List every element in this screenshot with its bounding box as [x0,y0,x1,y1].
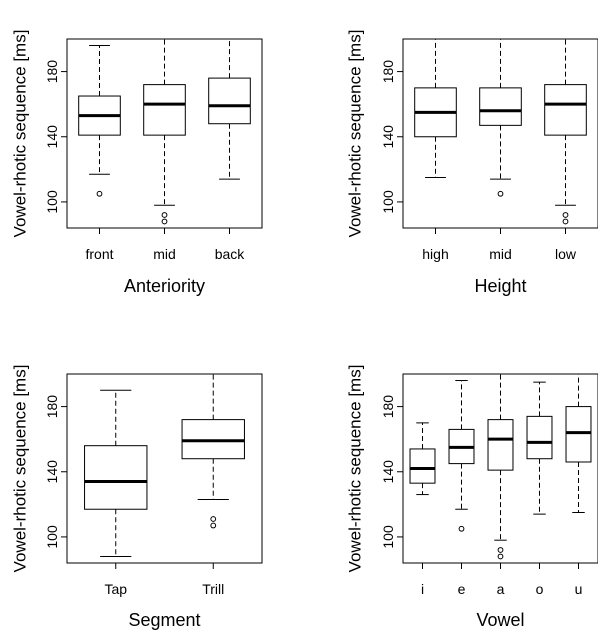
iqr-box [143,84,186,136]
y-tick-label: 100 [380,525,396,549]
outlier-point [562,218,569,225]
x-tick-label: e [458,581,466,597]
outlier-point [161,218,168,225]
box-front [78,32,121,197]
outlier-point [210,522,217,529]
iqr-box [487,419,514,471]
outlier-point [210,516,217,522]
x-tick-label: low [555,246,577,262]
outlier-point [458,525,465,532]
x-tick-label: front [85,246,113,262]
x-axis-title: Vowel [476,610,524,630]
chart-panel-4: 100 140 180 i e a o u Vowel-rhotic sequence [ms]… [345,365,598,630]
outlier-point [97,32,102,37]
box-mid [143,39,186,225]
x-axis-title: Height [474,276,526,296]
box-Trill [181,347,245,529]
y-tick-label: 100 [380,190,396,214]
y-axis-title: Vowel-rhotic sequence [ms] [10,30,29,238]
box-a [487,374,514,560]
iqr-box [565,406,592,463]
boxes-group [78,32,251,225]
box-Tap [84,389,148,557]
box-o [526,381,553,515]
outlier-point [211,347,216,352]
box-high [414,39,457,178]
box-mid [479,39,522,197]
outlier-point [211,352,216,357]
x-tick-label: a [497,581,505,597]
x-tick-label: Tap [104,581,127,597]
x-axis-title: Segment [128,610,200,630]
y-tick-label: 180 [44,60,60,84]
outlier-point [96,190,103,197]
x-tick-label: o [536,581,544,597]
y-tick-label: 180 [44,395,60,419]
x-tick-label: mid [153,246,176,262]
chart-panel-2: 100 140 180 high mid low Vowel-rhotic sequence… [345,30,598,296]
y-tick-label: 140 [44,125,60,149]
outlier-point [497,553,504,560]
x-tick-label: back [215,246,246,262]
y-tick-label: 140 [380,460,396,484]
plot-frame [66,373,263,564]
boxes-group [414,39,587,225]
boxes-group [84,347,245,557]
chart-panel-1: 100 140 180 front mid back Vowel-rhotic sequen… [10,30,263,296]
iqr-box [526,415,553,460]
box-e [448,367,475,532]
y-tick-label: 140 [44,460,60,484]
chart-panel-3: 100 140 180 Tap Trill Vowel-rhotic sequence [… [10,347,263,630]
outlier-point [459,367,464,372]
iqr-box [479,87,522,126]
x-tick-label: high [422,246,448,262]
x-tick-label: Trill [202,581,224,597]
iqr-box [208,77,251,125]
y-axis-title: Vowel-rhotic sequence [ms] [10,365,29,573]
y-tick-label: 180 [380,395,396,419]
outlier-point [497,547,504,553]
box-low [544,39,587,225]
x-axis-title: Anteriority [124,276,205,296]
iqr-box [84,445,148,510]
x-tick-label: mid [489,246,512,262]
y-tick-label: 100 [44,525,60,549]
y-axis-title: Vowel-rhotic sequence [ms] [345,30,364,238]
y-tick-label: 140 [380,125,396,149]
y-tick-label: 100 [44,190,60,214]
x-tick-label: u [575,581,583,597]
iqr-box [544,84,587,136]
box-back [208,39,251,180]
iqr-box [409,448,436,484]
x-tick-label: i [421,581,424,597]
iqr-box [181,419,245,460]
y-axis-title: Vowel-rhotic sequence [ms] [345,365,364,573]
boxes-group [409,367,592,560]
y-tick-label: 180 [380,60,396,84]
outlier-point [161,212,168,218]
box-i [409,422,436,496]
box-u [565,374,592,513]
outlier-point [497,190,504,197]
outlier-point [562,212,569,218]
